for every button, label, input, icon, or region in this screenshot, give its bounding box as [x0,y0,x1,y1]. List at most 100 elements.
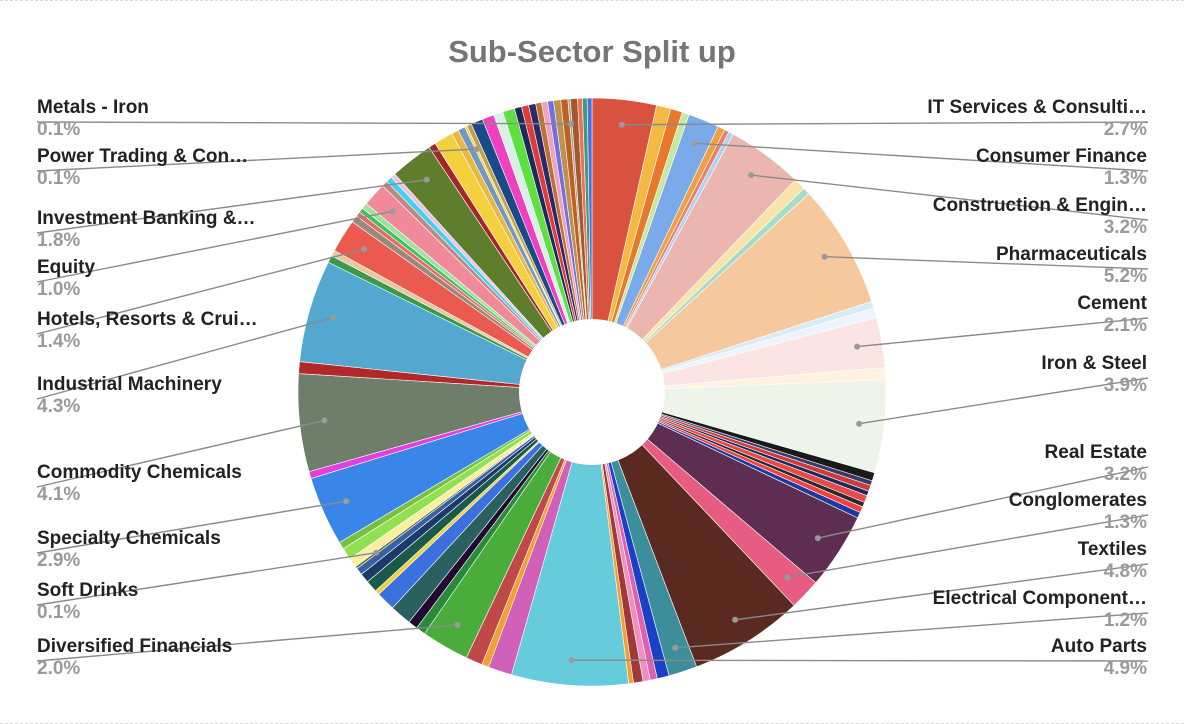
slice-name: Textiles [1077,539,1147,560]
leader-line [694,142,1149,172]
leader-dot [454,621,461,628]
slice-name: Cement [1077,293,1147,314]
label-specialty-chemicals: Specialty Chemicals 2.9% [37,528,367,572]
slice-name: Soft Drinks [37,580,139,601]
leader-line [817,466,1149,539]
slice-pct: 2.0% [37,658,81,679]
slice-name: Consumer Finance [975,146,1147,167]
slice-name: Industrial Machinery [37,374,222,395]
leader-line [36,179,427,234]
slice-pct: 3.9% [1103,375,1147,396]
leader-line [36,121,572,125]
slice-name: IT Services & Consulti… [927,97,1147,118]
slice-pct: 5.2% [1103,266,1147,287]
leader-line [621,121,1149,126]
label-soft-drinks: Soft Drinks 0.1% [37,580,367,624]
donut-slices [297,97,887,687]
leader-dot [618,121,625,128]
leader-dot [343,498,350,505]
slice-pct: 4.9% [1103,658,1147,679]
label-investment-banking: Investment Banking &… 1.8% [37,208,367,252]
slice-pct: 4.1% [37,484,81,505]
leader-dot [748,172,755,179]
leader-dot [423,176,430,183]
chart-title: Sub-Sector Split up [448,34,736,69]
slice-auto-parts [511,391,630,687]
leader-line [36,248,365,335]
leader-dot [854,343,861,350]
label-industrial-machinery: Industrial Machinery 4.3% [37,374,367,418]
label-cement: Cement 2.1% [817,293,1147,337]
label-real-estate: Real Estate 3.2% [817,442,1147,486]
label-hotels-resorts: Hotels, Resorts & Crui… 1.4% [37,309,367,353]
slice-name: Conglomerates [1008,490,1147,511]
slice-pct: 3.2% [1103,464,1147,485]
leader-line [786,514,1149,578]
leader-dot [568,120,574,127]
slice-pct: 0.1% [37,119,81,140]
slice-pct: 1.2% [1103,610,1147,631]
leader-line [36,148,477,172]
slice-name: Equity [37,257,96,278]
leader-line [571,659,1149,662]
leader-dot [321,417,328,424]
leader-line [36,316,334,400]
slice-pct: 2.1% [1103,315,1147,336]
slice-pct: 1.0% [37,279,81,300]
slice-name: Real Estate [1044,442,1147,463]
slice-name: Auto Parts [1050,636,1147,657]
label-iron-steel: Iron & Steel 3.9% [817,353,1147,397]
label-metals-iron: Metals - Iron 0.1% [37,97,367,141]
label-pharmaceuticals: Pharmaceuticals 5.2% [817,244,1147,288]
leader-dot [473,146,480,153]
leader-dot [373,549,380,556]
label-power-trading: Power Trading & Con… 0.1% [37,146,367,190]
slice-pct: 1.3% [1103,168,1147,189]
leader-dot [361,246,368,253]
label-equity: Equity 1.0% [37,257,367,301]
leader-dot [732,616,739,623]
leader-dot [814,535,821,542]
leader-line [675,612,1149,649]
slice-name: Electrical Component… [932,588,1147,609]
leader-line [751,174,1149,221]
slice-pct: 1.4% [37,331,81,352]
leader-line [36,419,325,488]
slice-name: Metals - Iron [37,97,149,118]
leader-line [36,624,458,662]
leader-line [36,500,347,554]
leader-dot [856,420,863,427]
label-consumer-finance: Consumer Finance 1.3% [817,146,1147,190]
leader-line [36,552,377,606]
leader-line [824,256,1149,270]
label-conglomerates: Conglomerates 1.3% [817,490,1147,534]
leader-dot [389,208,396,215]
leader-line [858,377,1149,425]
slice-pct: 0.1% [37,168,81,189]
slice-pct: 2.7% [1103,119,1147,140]
leader-dot [691,140,698,147]
slice-pct: 4.8% [1103,561,1147,582]
leader-dot [672,644,679,651]
label-textiles: Textiles 4.8% [817,539,1147,583]
slice-pct: 3.2% [1103,217,1147,238]
label-diversified-financials: Diversified Financials 2.0% [37,636,367,680]
label-construction: Construction & Engin… 3.2% [817,195,1147,239]
slice-name: Pharmaceuticals [995,244,1147,265]
leader-line [735,563,1149,621]
leader-lines [36,120,1149,664]
label-commodity-chemicals: Commodity Chemicals 4.1% [37,462,367,506]
leader-dot [821,253,828,260]
slice-name: Investment Banking &… [37,208,256,229]
slice-minor [586,97,593,393]
label-it-services: IT Services & Consulti… 2.7% [817,97,1147,141]
slice-pct: 1.8% [37,230,81,251]
leader-dot [784,574,791,581]
slice-name: Hotels, Resorts & Crui… [37,309,258,330]
slice-pct: 0.1% [37,602,81,623]
slice-name: Commodity Chemicals [37,462,242,483]
label-auto-parts: Auto Parts 4.9% [817,636,1147,680]
leader-dot [330,314,337,321]
leader-line [857,317,1149,348]
